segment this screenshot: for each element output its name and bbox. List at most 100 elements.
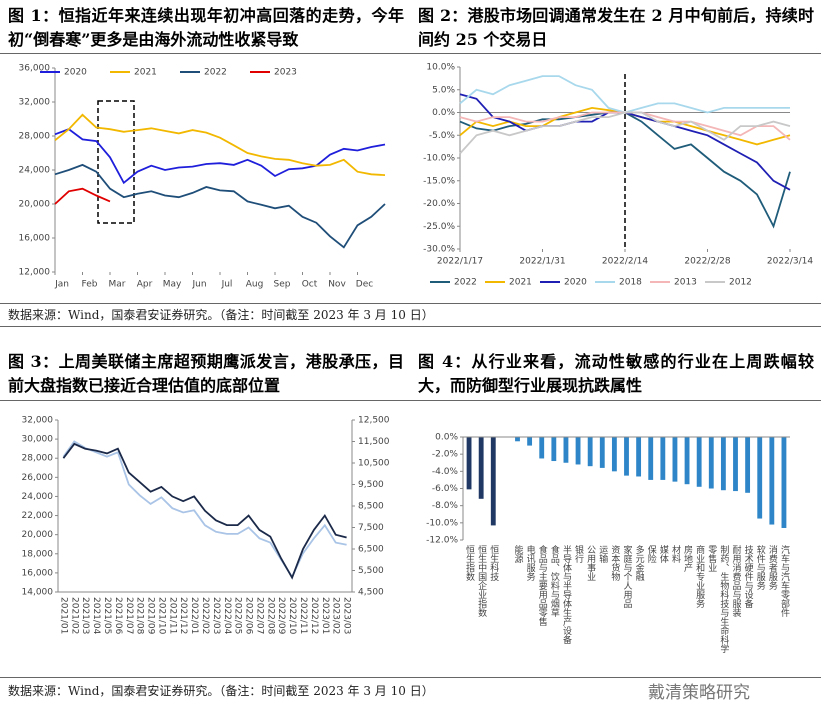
x-tick-label v: 2021/03 [80, 597, 90, 634]
legend-label: 2022 [204, 68, 227, 78]
y-tick-label: -12.0% [426, 536, 458, 546]
source: 数据来源：Wind，国泰君安证券研究。（备注：时间截至 2023 年 3 月 1… [8, 308, 434, 322]
x-tick-label v: 2021/11 [167, 597, 177, 634]
legend-label: 2020 [64, 68, 87, 78]
y-tick-label: 28,000 [22, 454, 54, 464]
bar [611, 437, 617, 472]
bar [684, 437, 690, 485]
y-tick-label: 28,000 [19, 132, 51, 142]
x-tick-label v: 2021/05 [102, 597, 112, 634]
series-line [54, 113, 386, 176]
x-tick-label: Feb [82, 280, 98, 290]
figure-title: 图 1：恒指近年来连续出现年初冲高回落的走势，今年初“倒春寒”更多是由海外流动性… [8, 6, 404, 49]
series-line [62, 442, 347, 580]
bar [636, 437, 642, 477]
x-tick-label: 软件与服务 [755, 544, 766, 591]
x-tick-label v: 2022/11 [298, 597, 308, 634]
bar [551, 437, 557, 462]
y-tick-label: -20.0% [423, 199, 455, 209]
x-tick-label: 零售业 [706, 545, 717, 572]
x-tick-label: 技术硬件与设备 [743, 544, 754, 608]
y-tick-label: 14,000 [22, 588, 54, 598]
y-tick-label: -10.0% [426, 518, 458, 528]
y-tick-label: 16,000 [19, 234, 51, 244]
bar [563, 437, 569, 463]
y-tick-label: 12,000 [19, 268, 51, 278]
y-tick-label: 12,500 [358, 416, 390, 426]
x-tick-label v: 2022/02 [200, 597, 210, 634]
legend-label: 2022 [454, 278, 477, 288]
x-tick-label v: 2022/07 [254, 597, 264, 634]
bar [696, 437, 702, 487]
y-tick-label: -6.0% [432, 484, 459, 494]
x-tick-label v: 2021/10 [156, 597, 166, 635]
x-tick-label: 银行 [573, 544, 584, 564]
x-tick-label: 食品、饮料与烟草 [549, 544, 560, 618]
x-tick-label v: 2022/03 [211, 597, 221, 634]
y-tick-label: 30,000 [22, 435, 54, 445]
x-tick-label: 房地产 [682, 544, 693, 573]
y-tick-label: 9,500 [358, 480, 384, 490]
x-tick-label v: 2023/03 [342, 597, 352, 634]
x-tick-label v: 2021/12 [178, 597, 188, 634]
y-tick-label: 8,500 [358, 502, 384, 512]
bar [587, 437, 593, 467]
y-tick-label: -4.0% [432, 467, 459, 477]
y-tick-label: 4,500 [358, 588, 384, 598]
x-tick-label v: 2022/05 [233, 597, 243, 634]
bar [757, 437, 763, 519]
y-tick-label: -25.0% [423, 222, 455, 232]
y-tick-label: 6,500 [358, 545, 384, 555]
chart: 0.0% -2.0% -4.0% -6.0% -8.0% -10.0% -12.0% 恒生指数… [426, 433, 790, 653]
rule [0, 400, 821, 401]
y-tick-label: 32,000 [22, 416, 54, 426]
bar [478, 437, 484, 499]
x-tick-label: 2022/3/14 [767, 257, 813, 267]
y-tick-label: 5.0% [432, 85, 455, 95]
series-line [62, 440, 347, 579]
x-tick-label: Oct [302, 280, 318, 290]
legend-label: 2023 [274, 68, 297, 78]
x-tick-label: 制药、生物科技与生命科学 [718, 544, 729, 653]
x-tick-label: Jan [54, 280, 69, 290]
bar [599, 437, 605, 468]
y-tick-label: 26,000 [22, 473, 54, 483]
x-tick-label: 公用事业 [585, 545, 596, 581]
bar [490, 437, 496, 526]
x-tick-label: Aug [246, 280, 264, 290]
x-tick-label v: 2023/02 [331, 597, 341, 634]
x-tick-label: Jul [221, 280, 233, 290]
bar [515, 437, 520, 442]
x-tick-label: Jun [191, 280, 206, 290]
y-tick-label: 36,000 [19, 64, 51, 74]
x-tick-label: Dec [356, 280, 373, 290]
x-tick-label v: 2022/10 [287, 597, 297, 635]
y-tick-label: 16,000 [22, 568, 54, 578]
x-tick-label: 2022/1/31 [519, 257, 565, 267]
source: 数据来源：Wind，国泰君安证券研究。（备注：时间截至 2023 年 3 月 1… [8, 684, 434, 698]
y-tick-label: -8.0% [432, 501, 459, 511]
x-tick-label v: 2021/07 [124, 597, 134, 634]
bar [745, 437, 751, 493]
x-tick-label: 2022/2/28 [684, 257, 730, 267]
y-tick-label: -10.0% [423, 154, 455, 164]
x-tick-label v: 2022/12 [309, 597, 319, 634]
rule [0, 303, 821, 304]
legend-label: 2018 [619, 278, 642, 288]
rule [0, 326, 821, 327]
x-tick-label: 材料 [670, 544, 681, 564]
y-tick-label: 10.0% [426, 63, 455, 73]
figure-title: 图 3：上周美联储主席超预期鹰派发言，港股承压，目前大盘指数已接近合理估值的底部… [8, 352, 404, 395]
bar [708, 437, 714, 489]
x-tick-label v: 2023/01 [320, 597, 330, 634]
y-tick-label: 0.0% [432, 108, 455, 118]
y-tick-label: 0.0% [435, 433, 458, 443]
y-tick-label: 20,000 [19, 200, 51, 210]
y-tick-label: -30.0% [423, 245, 455, 255]
x-tick-label: 商业和专业服务 [694, 544, 705, 609]
y-tick-label: 32,000 [19, 98, 51, 108]
x-tick-label: 食品与主要用品零售 [537, 544, 548, 627]
bar [624, 437, 629, 476]
bar [660, 437, 666, 480]
x-tick-label: 多元金融 [634, 544, 645, 582]
